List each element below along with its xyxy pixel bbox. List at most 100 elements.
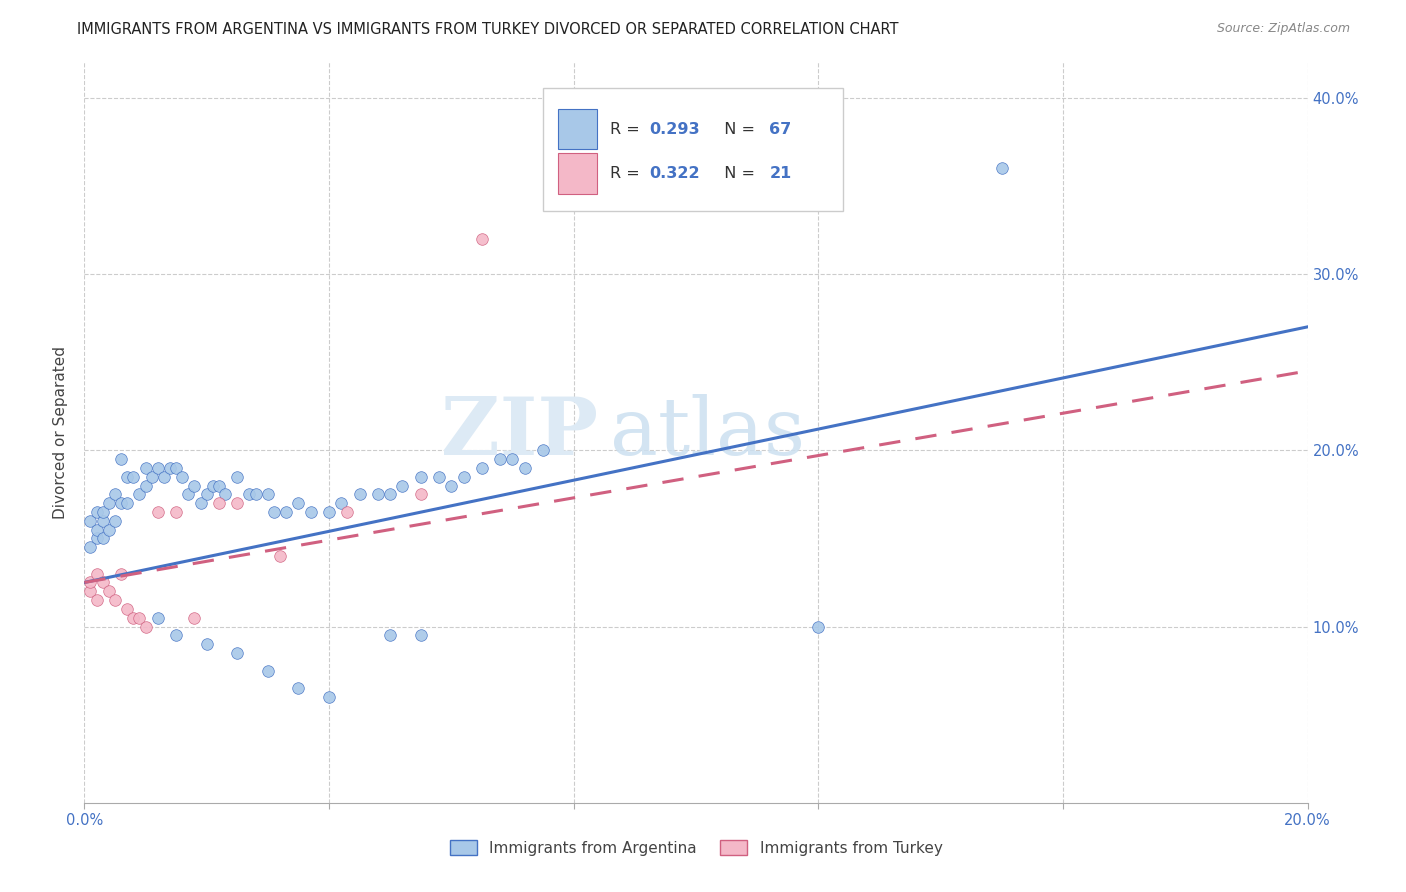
Point (135, 478, 157, 492)
Point (146, 610, 169, 624)
Point (471, 232, 494, 246)
Point (276, 505, 298, 519)
Text: ZIP: ZIP (441, 393, 598, 472)
Point (380, 487, 402, 501)
Point (115, 469, 138, 483)
Point (86, 523, 108, 537)
Point (135, 461, 157, 475)
Point (195, 487, 218, 501)
Point (513, 461, 536, 475)
Text: 0.322: 0.322 (650, 166, 700, 181)
Point (183, 610, 205, 624)
Point (110, 452, 132, 467)
Point (807, 619, 830, 633)
Point (427, 469, 450, 483)
Point (318, 505, 340, 519)
Point (440, 478, 463, 492)
Point (238, 487, 260, 501)
Text: 67: 67 (769, 121, 792, 136)
Point (208, 478, 231, 492)
Point (190, 496, 212, 510)
Point (409, 628, 432, 642)
Point (380, 628, 402, 642)
Point (86, 505, 108, 519)
Point (287, 681, 309, 696)
Point (172, 469, 194, 483)
Point (97, 584, 120, 599)
Point (330, 496, 353, 510)
Point (226, 469, 249, 483)
Point (110, 496, 132, 510)
Text: 0.293: 0.293 (650, 121, 700, 136)
Point (97, 523, 120, 537)
Point (531, 443, 554, 458)
Point (367, 487, 389, 501)
Text: atlas: atlas (610, 393, 806, 472)
Point (471, 461, 494, 475)
Point (86, 593, 108, 607)
Point (226, 646, 249, 660)
Point (208, 496, 231, 510)
Text: N =: N = (714, 121, 761, 136)
Point (146, 461, 169, 475)
Point (91, 575, 114, 590)
Point (128, 610, 150, 624)
Point (79, 584, 101, 599)
Point (122, 469, 145, 483)
Point (91, 514, 114, 528)
Point (409, 469, 432, 483)
Point (336, 505, 359, 519)
Y-axis label: Divorced or Separated: Divorced or Separated (53, 346, 69, 519)
Point (79, 514, 101, 528)
Point (91, 532, 114, 546)
Point (183, 478, 205, 492)
Point (269, 549, 291, 563)
Legend: Immigrants from Argentina, Immigrants from Turkey: Immigrants from Argentina, Immigrants fr… (443, 834, 949, 862)
Point (79, 540, 101, 554)
FancyBboxPatch shape (543, 88, 842, 211)
Point (318, 690, 340, 704)
Point (299, 505, 322, 519)
Point (287, 496, 309, 510)
Point (104, 514, 127, 528)
Point (146, 505, 169, 519)
Point (257, 487, 280, 501)
Text: R =: R = (610, 166, 645, 181)
Point (226, 496, 249, 510)
Bar (558, 153, 598, 194)
Point (502, 452, 524, 467)
Text: IMMIGRANTS FROM ARGENTINA VS IMMIGRANTS FROM TURKEY DIVORCED OR SEPARATED CORREL: IMMIGRANTS FROM ARGENTINA VS IMMIGRANTS … (77, 22, 898, 37)
Point (263, 505, 285, 519)
Point (201, 478, 224, 492)
Point (135, 619, 157, 633)
Point (489, 452, 512, 467)
Point (257, 664, 280, 678)
Point (991, 161, 1014, 176)
Point (214, 487, 236, 501)
Point (86, 566, 108, 581)
Point (91, 505, 114, 519)
Point (165, 461, 187, 475)
Point (141, 469, 163, 483)
Point (122, 610, 145, 624)
Point (391, 478, 413, 492)
Point (453, 469, 475, 483)
Point (86, 532, 108, 546)
Point (79, 575, 101, 590)
Point (165, 628, 187, 642)
Point (195, 637, 218, 651)
Text: R =: R = (610, 121, 645, 136)
Point (115, 496, 138, 510)
Point (104, 593, 127, 607)
Bar (558, 109, 598, 150)
Point (349, 487, 371, 501)
Point (177, 487, 200, 501)
Point (104, 487, 127, 501)
Text: N =: N = (714, 166, 761, 181)
Text: 21: 21 (769, 166, 792, 181)
Point (409, 487, 432, 501)
Point (115, 602, 138, 616)
Point (159, 461, 181, 475)
Point (153, 469, 176, 483)
Point (97, 496, 120, 510)
